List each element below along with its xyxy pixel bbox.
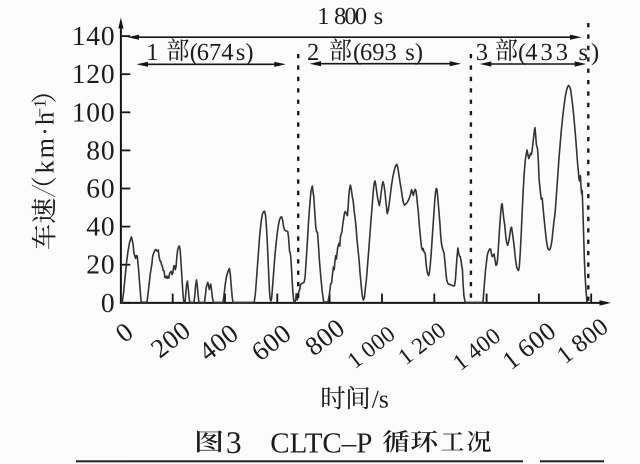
svg-text:674: 674 xyxy=(197,39,234,66)
svg-text:s): s) xyxy=(236,39,254,66)
svg-text:s: s xyxy=(374,3,384,30)
svg-text:/s: /s xyxy=(372,384,389,413)
svg-text:−1: −1 xyxy=(31,99,50,117)
svg-text:s): s) xyxy=(405,39,423,66)
svg-text:140: 140 xyxy=(72,20,116,51)
svg-text:0: 0 xyxy=(101,287,116,318)
svg-text:1: 1 xyxy=(317,3,329,30)
svg-text:km·h: km·h xyxy=(31,110,60,174)
svg-text:120: 120 xyxy=(72,58,116,89)
svg-text:60: 60 xyxy=(86,173,115,204)
svg-text:693: 693 xyxy=(360,39,397,66)
svg-text:433: 433 xyxy=(525,39,571,66)
svg-text:800: 800 xyxy=(334,3,367,30)
svg-text:3: 3 xyxy=(226,425,242,460)
svg-text:3: 3 xyxy=(476,39,488,66)
svg-text:2: 2 xyxy=(307,39,319,66)
svg-text:(: ( xyxy=(190,39,198,66)
svg-text:20: 20 xyxy=(86,249,115,280)
svg-text:40: 40 xyxy=(86,211,115,242)
svg-text:(: ( xyxy=(353,39,361,66)
svg-text:(: ( xyxy=(518,39,526,66)
svg-text:100: 100 xyxy=(72,96,116,127)
svg-text:s): s) xyxy=(579,39,603,66)
svg-text:1: 1 xyxy=(146,39,158,66)
svg-text:80: 80 xyxy=(86,134,115,165)
svg-text:CLTC–P: CLTC–P xyxy=(270,427,372,459)
